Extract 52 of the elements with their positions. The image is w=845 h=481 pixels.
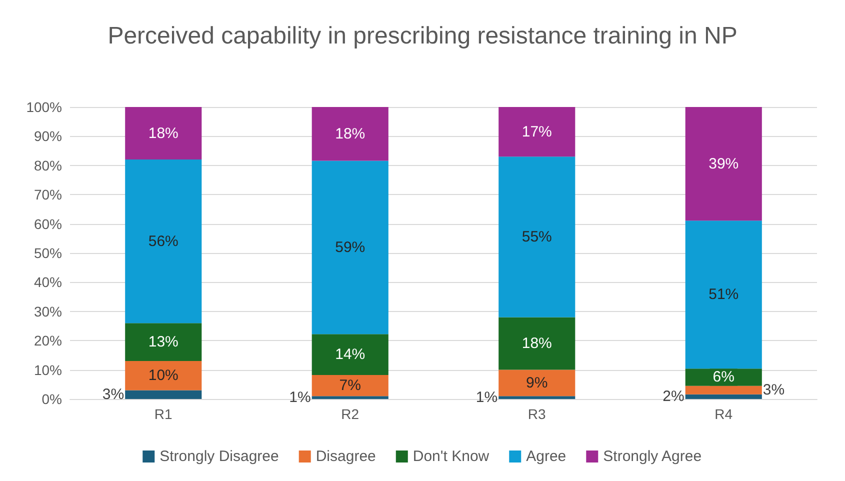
y-tick-label: 30% xyxy=(34,303,62,320)
legend-label: Disagree xyxy=(316,448,376,465)
data-label: 17% xyxy=(522,123,552,140)
y-tick-label: 80% xyxy=(34,157,62,174)
data-label: 2% xyxy=(662,388,684,406)
x-tick-label: R2 xyxy=(341,406,360,422)
data-label: 3% xyxy=(102,386,124,404)
x-tick-label: R3 xyxy=(528,406,546,422)
bar xyxy=(685,107,762,221)
y-tick-label: 70% xyxy=(34,186,62,203)
data-label: 55% xyxy=(522,228,552,246)
legend-label: Agree xyxy=(526,448,566,465)
y-tick-label: 0% xyxy=(42,391,62,407)
y-tick-label: 90% xyxy=(34,128,62,144)
data-label: 6% xyxy=(712,368,734,386)
data-label: 13% xyxy=(148,334,178,351)
y-tick-label: 100% xyxy=(26,99,62,115)
bar xyxy=(498,317,576,370)
data-label: 18% xyxy=(522,335,552,352)
data-label: 51% xyxy=(708,286,739,304)
bar xyxy=(312,160,388,334)
bar xyxy=(685,220,762,369)
bar xyxy=(125,390,202,399)
x-tick-label: R1 xyxy=(154,406,173,422)
data-label: 7% xyxy=(339,377,361,394)
data-label: 3% xyxy=(762,382,785,399)
data-label: 18% xyxy=(335,125,366,142)
legend-label: Don't Know xyxy=(412,448,490,465)
data-label: 10% xyxy=(148,367,178,384)
y-tick-label: 10% xyxy=(34,362,62,378)
y-tick-label: 60% xyxy=(34,216,62,232)
legend-label: Strongly Agree xyxy=(603,448,702,465)
data-label: 1% xyxy=(476,389,498,406)
data-label: 18% xyxy=(148,124,178,142)
data-label: 9% xyxy=(526,374,548,392)
bar xyxy=(498,396,576,399)
bar xyxy=(685,386,762,394)
chart-title: Perceived capability in prescribing resistance training in NP xyxy=(108,22,738,50)
bar xyxy=(685,394,762,399)
data-label: 56% xyxy=(148,232,178,250)
y-tick-label: 50% xyxy=(34,245,62,261)
legend-label: Strongly Disagree xyxy=(160,448,279,465)
y-tick-label: 20% xyxy=(34,332,62,349)
bar xyxy=(498,156,576,318)
data-label: 59% xyxy=(335,238,366,256)
data-label: 1% xyxy=(289,389,311,406)
bar xyxy=(125,160,202,324)
y-tick-label: 40% xyxy=(34,274,62,290)
x-tick-label: R4 xyxy=(714,406,733,422)
data-label: 39% xyxy=(708,155,739,172)
data-label: 14% xyxy=(335,346,366,364)
bar xyxy=(312,396,388,399)
